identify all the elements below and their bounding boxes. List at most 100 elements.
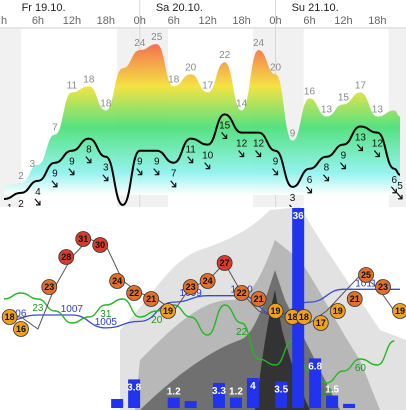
wind-value-label: 9 [52,169,58,180]
wind-direction-arrow [255,150,262,158]
temperature-bubble [182,279,199,295]
wind-direction-arrow [187,156,194,164]
temperature-bubble [160,303,176,319]
temperature-value-label: 23 [186,282,196,292]
wind-value-label: 15 [219,120,231,131]
hour-label: 12h [63,15,81,27]
precipitation-value-label: 1.2 [167,387,181,398]
precipitation-bar [167,397,180,408]
wind-value-label: 9 [154,157,160,168]
precipitation-bar [326,395,339,408]
temperature-value-label: 23 [378,282,388,292]
wind-value-label: 9 [137,157,143,168]
wind-direction-arrow [373,150,380,158]
wind-direction-arrow [68,168,75,176]
day-label: Sa 20.10. [156,2,203,14]
gust-value-label: 24 [253,38,265,49]
wind-direction-arrow [221,132,228,140]
temperature-value-label: 28 [61,252,71,262]
temperature-bubble [13,321,29,337]
gust-value-label: 13 [372,105,384,116]
wind-value-label: 3 [290,193,296,204]
hour-label: h [1,15,7,27]
gust-value-label: 17 [355,80,367,91]
precipitation-value-label: 1.2 [229,387,243,398]
hour-label: 12h [198,15,216,27]
temperature-bubble [109,273,126,289]
wind-direction-arrow [34,198,41,206]
temperature-bubble [329,303,346,319]
temperature-bubble [233,285,250,301]
dew-point-label: 31 [100,309,112,320]
wind-direction-arrow [339,162,347,170]
temperature-value-label: 19 [333,306,343,316]
precipitation-bar [184,401,197,408]
wind-value-label: 12 [253,139,265,150]
wind-value-label: 8 [86,145,92,156]
dew-point-label: 19 [321,387,333,398]
dew-point-line: 23 31 20 22 19 60 [3,292,395,398]
precipitation-value-label: 36 [293,211,305,222]
temperature-value-label: 21 [254,294,264,304]
gust-value-label: 20 [270,62,282,73]
hour-label: 18h [97,15,115,27]
precipitation-bar [246,378,259,408]
temperature-bubble [75,231,92,247]
temperature-bubble [199,273,216,289]
temperature-value-label: 18 [299,312,309,322]
precipitation-bar [343,403,356,408]
hour-label: 6h [168,15,180,27]
wind-direction-arrow [322,174,330,182]
precipitation-value-label: 3.5 [274,385,288,396]
precipitation-value-label: 1 [114,388,120,399]
wind-direction-arrow [204,162,211,170]
temperature-bubble [1,309,18,325]
precipitation-bar [229,397,242,408]
temperature-bubble [250,291,267,307]
gust-value-label: 18 [83,74,95,85]
temperature-bubble [216,255,233,271]
gust-value-label: 13 [321,105,333,116]
temperature-value-label: 18 [288,312,298,322]
precipitation-value-label: 4 [250,381,256,392]
temperature-value-label: 25 [361,270,371,280]
pressure-curve [3,288,400,329]
gust-value-label: 3 [30,159,36,170]
gust-value-label: 24 [134,38,146,49]
wind-value-label: 3 [103,163,109,174]
temperature-bubble [295,309,312,325]
dew-point-label: 22 [236,327,248,338]
gust-value-label: 25 [151,32,163,43]
time-header: Fr 19.10. Sa 20.10. Su 21.10.h 6h 12h 18h 0h 6h… [0,0,406,29]
temperature-value-label: 22 [129,288,139,298]
wind-value-label: 10 [202,151,214,162]
gust-value-label: 18 [168,74,180,85]
hour-label: 6h [32,15,44,27]
wind-direction-arrow [136,168,143,176]
temperature-bubble [346,291,363,307]
temperature-value-label: 31 [78,234,88,244]
hour-label: 18h [232,15,250,27]
temperature-value-label: 21 [350,294,360,304]
wind-value-label: 8 [324,163,330,174]
hour-label: 6h [303,15,315,27]
pressure-value-label: 1011 [355,278,377,289]
wind-speed-line [3,113,401,207]
wind-direction-arrow [390,186,397,194]
wind-direction-arrow [85,156,92,164]
gust-value-label: 20 [185,62,197,73]
temperature-bubble [358,267,374,283]
precipitation-value-label: 3.8 [127,382,141,393]
wind-direction-arrow [272,168,279,176]
day-label: Su 21.10. [292,2,339,14]
precipitation-value-label: 3.3 [212,386,226,397]
temperature-value-label: 22 [237,288,247,298]
gust-value-label: 15 [338,92,350,103]
wind-value-label: 6 [307,175,313,186]
dew-point-label: 20 [151,315,163,326]
gust-value-label: 18 [100,98,112,109]
temperature-value-label: 17 [316,318,326,328]
